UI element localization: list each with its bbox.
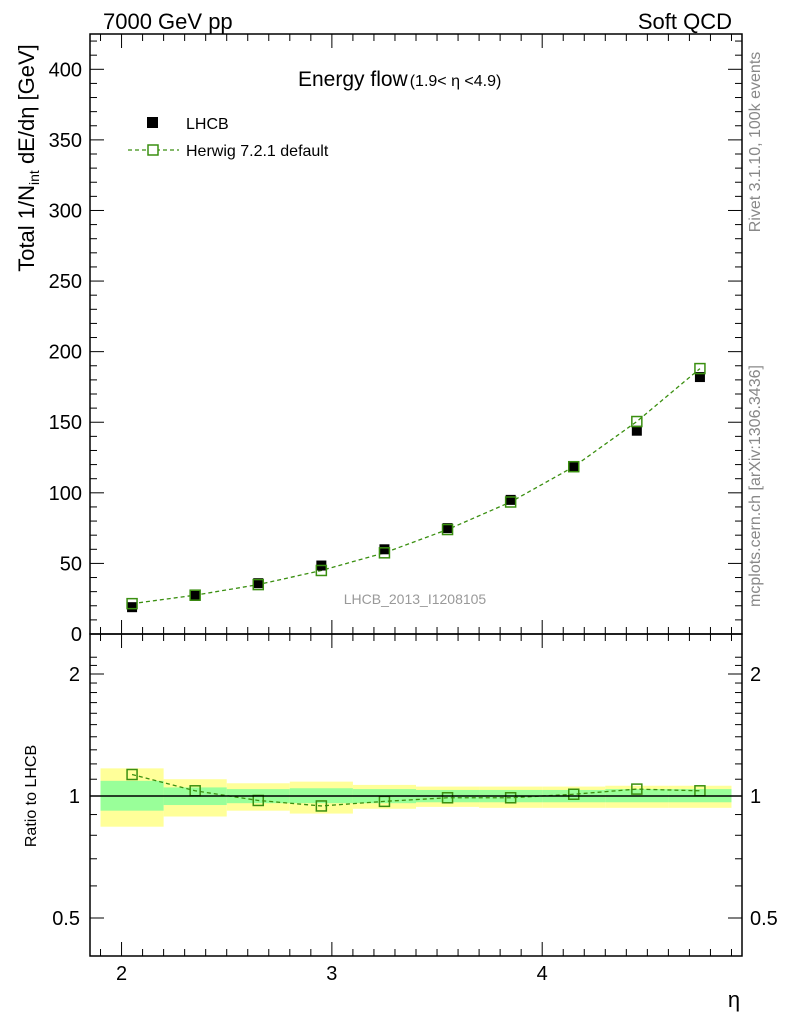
legend-lhcb-label: LHCB (186, 116, 229, 133)
legend-lhcb-marker (147, 117, 158, 128)
y-tick-label: 0 (71, 624, 82, 646)
herwig-point (567, 460, 580, 473)
lhcb-point (631, 425, 642, 436)
y-tick-label: 300 (49, 200, 82, 222)
ratio-tick-label-right: 0.5 (750, 908, 778, 930)
herwig-ratio-point (441, 792, 454, 804)
herwig-ratio-point (567, 788, 580, 800)
ratio-tick-label-left: 2 (69, 664, 80, 686)
herwig-ratio-point (504, 792, 517, 804)
header-category: Soft QCD (638, 9, 732, 34)
y-tick-label: 150 (49, 412, 82, 434)
ratio-uncertainty-bands (100, 768, 732, 827)
y-tick-label: 100 (49, 483, 82, 505)
lhcb-point (379, 544, 390, 555)
y-axis-label: Total 1/Nint dE/dη [GeV] (14, 44, 42, 272)
y-axis-label-sub: int (26, 170, 42, 185)
ratio-plot-frame (89, 633, 743, 957)
ratio-tick-label-right: 1 (750, 786, 761, 808)
herwig-ratio-point (315, 800, 328, 812)
herwig-point (441, 523, 454, 536)
x-tick-label: 3 (326, 963, 337, 985)
lhcb-point (694, 372, 705, 383)
legend-herwig-marker (147, 144, 159, 156)
herwig-point (694, 362, 706, 375)
lhcb-point (253, 578, 264, 589)
herwig-point (315, 564, 328, 577)
y-tick-label: 350 (49, 130, 82, 152)
chart-title: Energy flow (1.9< η <4.9) (298, 68, 501, 91)
herwig-ratio-point (631, 783, 643, 795)
x-tick-label: 4 (537, 963, 548, 985)
ratio-axis-label: Ratio to LHCB (23, 745, 40, 847)
data-series (126, 362, 706, 812)
y-axis-label-main: Total 1/N (14, 185, 39, 272)
chart-title-range: (1.9< η <4.9) (410, 73, 502, 90)
y-tick-label: 400 (49, 59, 82, 81)
herwig-point (504, 496, 517, 508)
y-tick-label: 250 (49, 271, 82, 293)
ratio-tick-label-right: 2 (750, 664, 761, 686)
ratio-tick-label-left: 1 (69, 786, 80, 808)
herwig-ratio-point (126, 768, 138, 781)
herwig-point (252, 578, 265, 591)
y-tick-label: 200 (49, 342, 82, 364)
x-axis-label: η (728, 987, 740, 1012)
lhcb-point (127, 602, 138, 613)
tick-labels: 0 50 100 150 200 250 300 350 400 2 3 4 0.5 0.5 1 1 2 2 (49, 59, 778, 985)
header-collision: 7000 GeV pp (103, 9, 233, 34)
herwig-point (126, 597, 138, 610)
lhcb-point (190, 590, 201, 601)
lhcb-point (442, 523, 453, 534)
herwig-point (189, 589, 201, 601)
x-tick-label: 2 (116, 963, 127, 985)
herwig-point (631, 415, 643, 428)
herwig-ratio-curve (131, 773, 700, 807)
herwig-point (378, 547, 391, 559)
ratio-tick-label-left: 0.5 (52, 908, 80, 930)
legend-herwig-label: Herwig 7.2.1 default (186, 143, 329, 160)
chart-title-main: Energy flow (298, 68, 409, 91)
lhcb-point (505, 494, 516, 505)
y-tick-label: 50 (60, 553, 82, 575)
rivet-version-note: Rivet 3.1.10, 100k events (747, 52, 764, 233)
analysis-watermark: LHCB_2013_I1208105 (344, 591, 487, 607)
y-axis-label-tail: dE/dη [GeV] (14, 44, 39, 170)
reference-note: mcplots.cern.ch [arXiv:1306.3436] (747, 365, 764, 607)
herwig-curve (131, 368, 701, 605)
lhcb-point (568, 461, 579, 471)
axis-ticks (90, 34, 742, 956)
